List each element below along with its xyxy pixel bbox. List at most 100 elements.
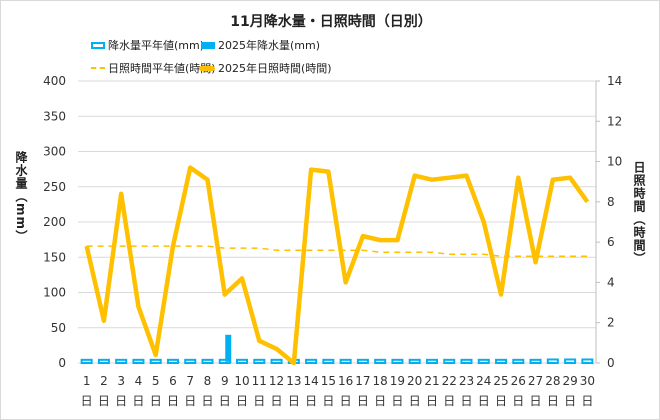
x-tick-suffix: 日 <box>236 394 248 408</box>
x-tick-label: 30 <box>580 374 595 388</box>
x-tick-label: 24 <box>476 374 491 388</box>
x-tick-suffix: 日 <box>478 394 490 408</box>
legend-item-normal-sunshine: 日照時間平年値(時間) <box>91 60 216 76</box>
x-tick-label: 7 <box>186 374 194 388</box>
x-tick-label: 1 <box>83 374 91 388</box>
x-tick-suffix: 日 <box>391 394 403 408</box>
bar-normal-precip <box>236 358 249 365</box>
x-tick-label: 20 <box>407 374 422 388</box>
bar-normal-precip <box>581 358 594 365</box>
y-left-tick-label: 250 <box>43 180 66 194</box>
x-tick-label: 25 <box>493 374 508 388</box>
bar-2025-precip <box>225 334 232 363</box>
y-left-tick-label: 0 <box>58 356 66 370</box>
bar-normal-precip <box>374 358 387 365</box>
y-right-tick-label: 2 <box>607 316 615 330</box>
x-tick-suffix: 日 <box>150 394 162 408</box>
x-tick-suffix: 日 <box>340 394 352 408</box>
line-normal-sunshine <box>86 245 588 257</box>
bar-normal-precip <box>201 358 214 365</box>
bar-normal-precip <box>408 358 421 365</box>
legend-swatch-fill <box>201 41 215 49</box>
x-tick-suffix: 日 <box>564 394 576 408</box>
x-tick-label: 27 <box>528 374 543 388</box>
x-tick-suffix: 日 <box>530 394 542 408</box>
x-tick-label: 18 <box>373 374 388 388</box>
bar-normal-precip <box>425 358 438 365</box>
legend-item-normal-precip: 降水量平年値(mm) <box>91 37 204 53</box>
x-tick-label: 22 <box>442 374 457 388</box>
x-tick-label: 10 <box>234 374 249 388</box>
bar-normal-precip <box>270 358 283 365</box>
y-right-tick-label: 8 <box>607 195 615 209</box>
x-tick-suffix: 日 <box>357 394 369 408</box>
x-tick-label: 5 <box>152 374 160 388</box>
bar-normal-precip <box>356 358 369 365</box>
y-left-tick-label: 300 <box>43 145 66 159</box>
x-tick-suffix: 日 <box>305 394 317 408</box>
bar-normal-precip <box>305 358 318 365</box>
x-tick-suffix: 日 <box>253 394 265 408</box>
bar-normal-precip <box>166 358 179 365</box>
x-tick-suffix: 日 <box>512 394 524 408</box>
legend-swatch-dashed <box>91 67 105 69</box>
x-tick-suffix: 日 <box>322 394 334 408</box>
legend-swatch-line <box>199 65 215 71</box>
x-tick-suffix: 日 <box>98 394 110 408</box>
y-left-tick-label: 150 <box>43 250 66 264</box>
x-tick-suffix: 日 <box>115 394 127 408</box>
x-tick-label: 9 <box>221 374 229 388</box>
x-tick-label: 16 <box>338 374 353 388</box>
bar-normal-precip <box>97 358 110 365</box>
x-tick-suffix: 日 <box>219 394 231 408</box>
x-tick-suffix: 日 <box>288 394 300 408</box>
x-tick-suffix: 日 <box>409 394 421 408</box>
legend-swatch-outline <box>91 41 105 49</box>
legend-label: 降水量平年値(mm) <box>108 39 205 52</box>
y-right-tick-label: 4 <box>607 275 615 289</box>
line-2025-sunshine <box>84 165 590 366</box>
x-tick-label: 8 <box>204 374 212 388</box>
y-left-tick-label: 200 <box>43 215 66 229</box>
chart-title: 11月降水量・日照時間（日別） <box>230 14 432 30</box>
y-axis-right-label: 日照時間（時間） <box>632 161 646 265</box>
x-tick-label: 19 <box>390 374 405 388</box>
legend-label: 2025年降水量(mm) <box>218 39 321 52</box>
bar-normal-precip <box>132 358 145 365</box>
x-tick-label: 14 <box>303 374 318 388</box>
y-left-tick-label: 100 <box>43 286 66 300</box>
bar-normal-precip <box>80 358 93 365</box>
x-tick-label: 2 <box>100 374 108 388</box>
x-tick-label: 15 <box>321 374 336 388</box>
bar-normal-precip <box>443 358 456 365</box>
bar-normal-precip <box>477 358 490 365</box>
x-tick-suffix: 日 <box>201 394 213 408</box>
x-tick-suffix: 日 <box>460 394 472 408</box>
bar-normal-precip <box>391 358 404 365</box>
y-axis-left-label: 降水量（mm） <box>14 151 28 244</box>
x-tick-suffix: 日 <box>81 394 93 408</box>
bar-normal-precip <box>546 358 559 365</box>
x-tick-label: 23 <box>459 374 474 388</box>
x-tick-label: 26 <box>511 374 526 388</box>
x-tick-label: 13 <box>286 374 301 388</box>
y-right-tick-label: 14 <box>607 74 622 88</box>
y-left-tick-label: 400 <box>43 74 66 88</box>
x-tick-suffix: 日 <box>184 394 196 408</box>
x-tick-suffix: 日 <box>495 394 507 408</box>
bar-normal-precip <box>512 358 525 365</box>
y-right-tick-label: 10 <box>607 155 622 169</box>
x-tick-label: 6 <box>169 374 177 388</box>
bar-normal-precip <box>564 358 577 365</box>
x-tick-label: 17 <box>355 374 370 388</box>
x-tick-label: 28 <box>545 374 560 388</box>
bar-normal-precip <box>339 358 352 365</box>
x-tick-label: 21 <box>424 374 439 388</box>
x-tick-suffix: 日 <box>167 394 179 408</box>
legend-label: 2025年日照時間(時間) <box>218 62 332 75</box>
legend-item-2025-sunshine: 2025年日照時間(時間) <box>199 60 332 76</box>
bar-normal-precip <box>149 358 162 365</box>
x-tick-suffix: 日 <box>271 394 283 408</box>
